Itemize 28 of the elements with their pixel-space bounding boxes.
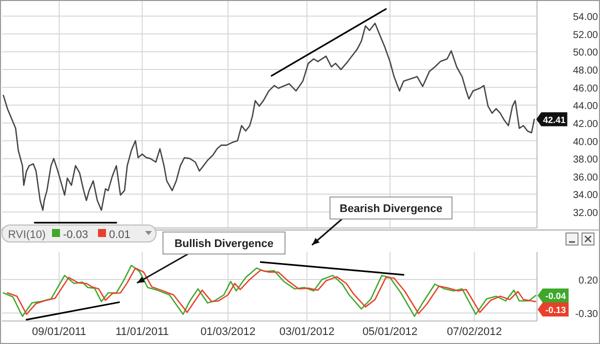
x-tick-label: 05/01/2012 [362,326,418,338]
y-tick-label: 34.00 [572,190,598,202]
y-tick-label: 0.20 [578,275,598,286]
y-tick-label: 48.00 [572,66,598,77]
legend-label: 0.01 [109,229,130,241]
y-tick-label: 46.00 [572,83,598,94]
y-tick-label: 40.00 [572,136,598,148]
y-tick-label: -0.30 [575,308,598,320]
text: Bullish Divergence [174,238,274,250]
y-tick-label: 38.00 [572,154,598,166]
y-tick-label: 52.00 [572,30,598,41]
y-tick-label: 32.00 [572,208,598,219]
annotation: -0.13 [545,305,566,316]
y-tick-label: 42.00 [572,118,598,130]
legend-label: -0.03 [63,229,88,241]
x-tick-label: 09/01/2011 [32,326,86,338]
y-tick-label: 50.00 [572,48,598,59]
legend-title: RVI(10) [8,229,46,241]
y-tick-label: 36.00 [572,172,598,184]
y-tick-label: 54.00 [572,12,598,24]
x-tick-label: 01/03/2012 [200,326,256,338]
annotation: 42.41 [543,114,566,125]
annotation: -0.04 [545,291,566,302]
y-tick-label: 44.00 [572,101,598,112]
x-tick-label: 07/02/2012 [446,326,502,338]
x-tick-label: 11/01/2011 [116,326,169,338]
annotation: Bearish Divergence [340,203,442,215]
x-tick-label: 03/01/2012 [279,326,334,338]
